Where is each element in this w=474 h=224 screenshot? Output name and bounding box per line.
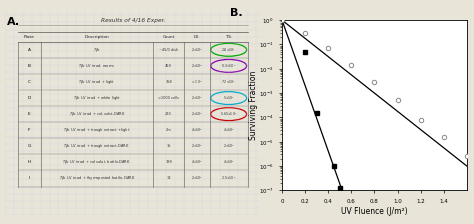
- Text: D: D: [27, 96, 31, 100]
- Text: $2{\times}10^3$: $2{\times}10^3$: [191, 110, 203, 118]
- Text: $2.8{\times}10^4$: $2.8{\times}10^4$: [221, 46, 237, 54]
- Text: ~45/0 dish: ~45/0 dish: [159, 48, 178, 52]
- Text: A: A: [27, 48, 30, 52]
- Text: $T\beta_s$ UV irrad + col. solst-DARK: $T\beta_s$ UV irrad + col. solst-DARK: [69, 110, 125, 118]
- Text: $2{\times}10^3$: $2{\times}10^3$: [191, 94, 203, 102]
- X-axis label: UV Fluence (J/m²): UV Fluence (J/m²): [341, 207, 408, 215]
- Text: Count: Count: [163, 35, 175, 39]
- Text: Results of 4/16 Exper.: Results of 4/16 Exper.: [100, 18, 165, 23]
- Text: =1000 cells: =1000 cells: [158, 96, 179, 100]
- Text: $2.5{\times}10^3$: $2.5{\times}10^3$: [221, 175, 237, 182]
- Text: $T\beta_s$ UV irrad + white light: $T\beta_s$ UV irrad + white light: [73, 94, 121, 102]
- Text: 459: 459: [165, 64, 172, 68]
- Text: C: C: [27, 80, 30, 84]
- Text: Description: Description: [84, 35, 109, 39]
- Text: $T\beta_s$ UV irrad + light: $T\beta_s$ UV irrad + light: [78, 78, 116, 86]
- Text: $2{\times}10^6$: $2{\times}10^6$: [191, 142, 203, 150]
- Text: Dil.: Dil.: [193, 35, 200, 39]
- Text: B: B: [27, 64, 30, 68]
- Y-axis label: Surviving Fraction: Surviving Fraction: [249, 71, 258, 140]
- Text: H: H: [27, 160, 31, 164]
- Text: $>10^3$: $>10^3$: [191, 78, 202, 86]
- Text: $2{\times}10^3$: $2{\times}10^3$: [223, 142, 235, 150]
- Text: F: F: [28, 128, 30, 132]
- Text: $4{\times}10^6$: $4{\times}10^6$: [191, 127, 203, 134]
- Text: $0.3{\times}10^3$: $0.3{\times}10^3$: [221, 62, 237, 70]
- Text: $T\beta_s$: $T\beta_s$: [93, 46, 101, 54]
- Text: $T\beta_s$ UV irrad + col solut. bottle-DARK: $T\beta_s$ UV irrad + col solut. bottle-…: [63, 158, 131, 166]
- Text: 358: 358: [165, 80, 172, 84]
- Text: 13: 13: [166, 177, 171, 181]
- Text: Plate: Plate: [24, 35, 35, 39]
- Text: $4{\times}10^3$: $4{\times}10^3$: [223, 127, 235, 134]
- Text: $T\beta_s$ UV irrad. rooms: $T\beta_s$ UV irrad. rooms: [78, 62, 116, 70]
- Text: $5{\times}10^4$: $5{\times}10^4$: [223, 94, 235, 102]
- Text: $5.65{\times}10^3$: $5.65{\times}10^3$: [220, 110, 237, 118]
- Text: $7.2{\times}10^3$: $7.2{\times}10^3$: [221, 78, 237, 86]
- Text: A.: A.: [7, 17, 20, 27]
- Text: $T\beta_s$ UV irrad + trough extract-DARK: $T\beta_s$ UV irrad + trough extract-DAR…: [64, 142, 130, 150]
- Text: E: E: [27, 112, 30, 116]
- Text: 280: 280: [165, 112, 172, 116]
- Text: $4{\times}10^2$: $4{\times}10^2$: [223, 159, 235, 166]
- Text: 15: 15: [166, 144, 171, 148]
- Text: $T\beta_s$ UV irrad + thymopested bottle-DARK: $T\beta_s$ UV irrad + thymopested bottle…: [59, 174, 135, 183]
- Text: $2{\times}10^3$: $2{\times}10^3$: [191, 46, 203, 54]
- Text: 2m: 2m: [166, 128, 172, 132]
- Text: B.: B.: [230, 9, 243, 18]
- Text: $2{\times}10^3$: $2{\times}10^3$: [191, 62, 203, 70]
- Text: 199: 199: [165, 160, 172, 164]
- Text: G: G: [27, 144, 31, 148]
- Text: $T\beta_s$ UV irrad + trough extract +light: $T\beta_s$ UV irrad + trough extract +li…: [63, 126, 131, 134]
- Text: T.S.: T.S.: [225, 35, 232, 39]
- Text: $2{\times}10^6$: $2{\times}10^6$: [191, 175, 203, 182]
- Text: $4{\times}10^6$: $4{\times}10^6$: [191, 159, 203, 166]
- Text: I: I: [28, 177, 30, 181]
